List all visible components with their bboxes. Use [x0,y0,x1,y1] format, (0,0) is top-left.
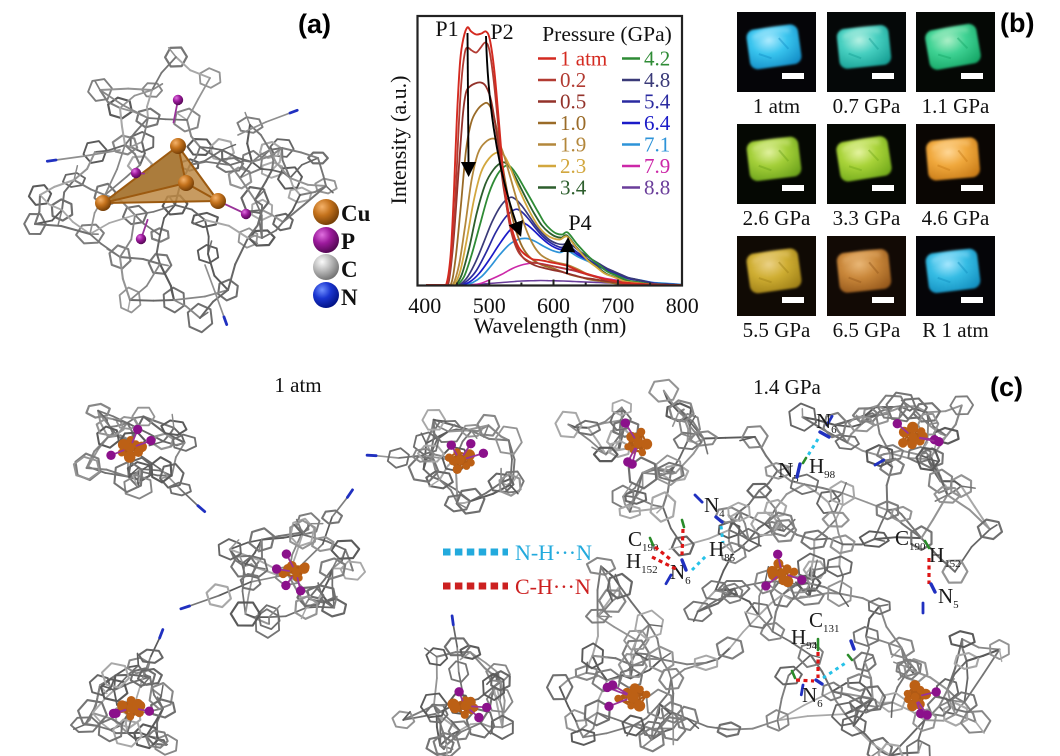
svg-text:3.4: 3.4 [560,176,587,200]
svg-text:0.5: 0.5 [560,90,586,114]
svg-text:H98: H98 [809,454,836,481]
svg-text:1.4 GPa: 1.4 GPa [753,375,821,399]
svg-text:6.4: 6.4 [644,111,671,135]
svg-text:H152: H152 [929,543,961,570]
svg-text:5.4: 5.4 [644,90,671,114]
svg-text:C: C [341,257,358,282]
svg-text:700: 700 [601,293,634,318]
svg-text:1.9: 1.9 [560,133,586,157]
svg-text:P1: P1 [435,16,458,41]
svg-text:4.8: 4.8 [644,68,670,92]
svg-text:N: N [341,285,358,310]
svg-text:P2: P2 [490,19,513,44]
svg-text:C131: C131 [809,608,840,635]
svg-text:N4: N4 [704,493,725,520]
svg-text:N5: N5 [938,584,959,611]
svg-text:800: 800 [666,293,699,318]
svg-text:Intensity (a.u.): Intensity (a.u.) [386,76,411,205]
svg-text:500: 500 [473,293,506,318]
svg-text:P: P [341,229,355,254]
svg-text:1 atm: 1 atm [274,373,321,397]
svg-text:1 atm: 1 atm [560,47,607,71]
svg-text:N5: N5 [778,458,799,485]
svg-text:1.0: 1.0 [560,111,586,135]
svg-text:4.2: 4.2 [644,47,670,71]
svg-text:0.2: 0.2 [560,68,586,92]
svg-text:7.9: 7.9 [644,154,670,178]
svg-text:400: 400 [408,293,441,318]
svg-text:8.8: 8.8 [644,176,670,200]
svg-text:Cu: Cu [341,201,371,226]
svg-text:P4: P4 [568,210,591,235]
svg-text:600: 600 [537,293,570,318]
svg-text:7.1: 7.1 [644,133,670,157]
svg-text:N-H···N: N-H···N [515,540,592,565]
svg-text:Pressure (GPa): Pressure (GPa) [542,22,672,46]
svg-text:N6: N6 [670,560,691,587]
svg-text:Wavelength (nm): Wavelength (nm) [474,313,627,338]
svg-text:2.3: 2.3 [560,154,586,178]
svg-text:C-H···N: C-H···N [515,574,591,599]
